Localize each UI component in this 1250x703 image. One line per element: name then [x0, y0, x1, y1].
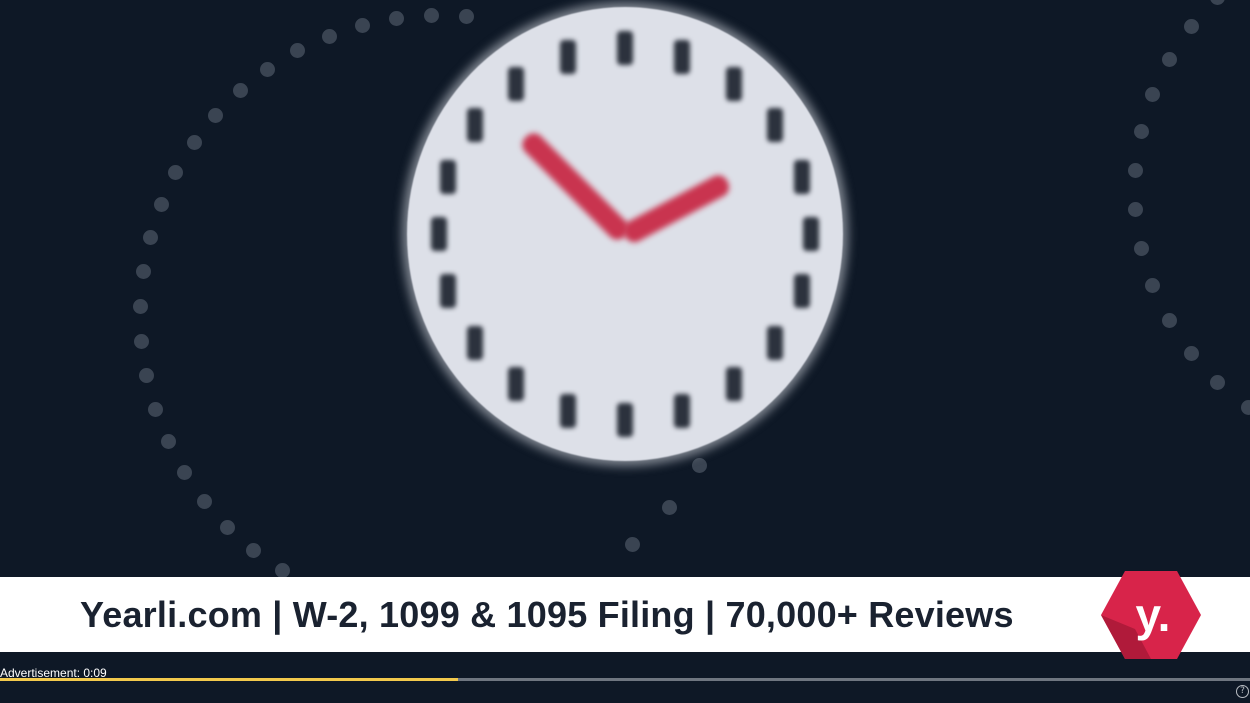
clock-tick [559, 40, 576, 75]
decorative-dot [142, 229, 158, 245]
logo-shade [1101, 615, 1151, 659]
decorative-dot [1162, 51, 1178, 67]
clock-tick [559, 393, 576, 428]
decorative-dot [186, 135, 202, 151]
clock-tick [440, 159, 457, 194]
ad-progress-fill [0, 678, 458, 681]
decorative-dot [135, 264, 151, 280]
clock-tick [466, 107, 483, 142]
clock-tick [507, 66, 524, 101]
decorative-dot [138, 368, 154, 384]
clock-tick [726, 367, 743, 402]
banner-text: Yearli.com | W-2, 1099 & 1095 Filing | 7… [80, 594, 1014, 635]
decorative-dot [1133, 124, 1149, 140]
decorative-dot [1210, 0, 1226, 6]
clock-tick [803, 217, 819, 251]
decorative-dot [1128, 202, 1144, 218]
decorative-dot [160, 434, 176, 450]
clock-tick [440, 274, 457, 309]
decorative-dot [1145, 86, 1161, 102]
clock-tick [767, 107, 784, 142]
decorative-dot [246, 542, 262, 558]
clock-tick [507, 367, 524, 402]
clock-tick [793, 274, 810, 309]
ad-countdown-label: Advertisement: 0:09 [0, 666, 107, 680]
decorative-dot [133, 333, 149, 349]
logo-letter: y. [1136, 589, 1171, 641]
ad-banner[interactable]: Yearli.com | W-2, 1099 & 1095 Filing | 7… [0, 577, 1250, 652]
decorative-dot [321, 28, 337, 44]
decorative-dot [423, 7, 439, 23]
yearli-logo[interactable]: y. [1100, 569, 1202, 661]
decorative-dot [1128, 162, 1144, 178]
decorative-dot [220, 519, 236, 535]
decorative-dot [153, 196, 169, 212]
clock-minute-hand [518, 129, 633, 244]
decorative-dot [1133, 240, 1149, 256]
decorative-dot [662, 500, 678, 516]
clock-tick [726, 66, 743, 101]
decorative-dot [625, 537, 641, 553]
decorative-dot [692, 457, 708, 473]
decorative-dot [1145, 278, 1161, 294]
decorative-dot [233, 83, 249, 99]
clock-tick [793, 159, 810, 194]
decorative-dot [168, 165, 184, 181]
decorative-dot [458, 8, 474, 24]
clock-tick [466, 326, 483, 361]
decorative-dot [208, 108, 224, 124]
decorative-dot [389, 10, 405, 26]
decorative-dot [275, 562, 290, 578]
help-icon[interactable]: ? [1236, 685, 1249, 698]
decorative-dot [132, 298, 148, 314]
clock-tick [674, 393, 691, 428]
clock-tick [674, 40, 691, 75]
decorative-dot [147, 401, 163, 417]
clock-icon [407, 7, 843, 461]
decorative-dot [177, 464, 193, 480]
decorative-dot [1183, 345, 1199, 361]
clock-hour-hand [619, 171, 733, 246]
clock-tick [617, 403, 633, 437]
decorative-dot [1210, 374, 1226, 390]
decorative-dot [1162, 313, 1178, 329]
decorative-dot [1183, 19, 1199, 35]
decorative-dot [260, 61, 276, 77]
decorative-dot [197, 493, 213, 509]
ad-progress-bar [0, 678, 1250, 681]
decorative-dot [290, 43, 306, 59]
decorative-dot [1240, 399, 1250, 415]
decorative-dot [354, 17, 370, 33]
clock-tick [767, 326, 784, 361]
clock-tick [431, 217, 447, 251]
clock-tick [617, 31, 633, 65]
